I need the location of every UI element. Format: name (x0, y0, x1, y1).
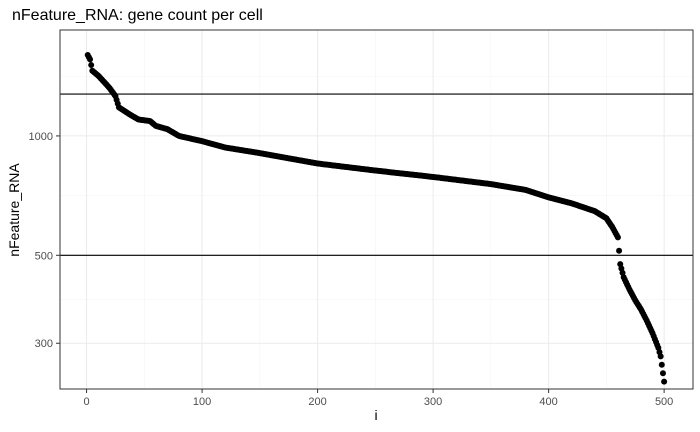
data-points (84, 52, 668, 385)
data-point (616, 247, 623, 254)
y-tick-label: 1000 (29, 131, 53, 143)
data-point (614, 234, 621, 241)
y-tick-label: 500 (35, 250, 53, 262)
x-tick-label: 100 (193, 396, 211, 408)
axis-ticks: 0 100 200 300 400 500 300 500 1000 (29, 131, 674, 408)
data-point (657, 353, 664, 360)
x-tick-label: 300 (424, 396, 442, 408)
data-point (658, 361, 665, 368)
x-tick-label: 500 (655, 396, 673, 408)
reference-lines (60, 93, 693, 256)
data-point (659, 370, 666, 377)
x-tick-label: 200 (308, 396, 326, 408)
grid-lines (60, 30, 693, 389)
y-axis-title: nFeature_RNA (6, 163, 22, 257)
chart-title: nFeature_RNA: gene count per cell (12, 7, 263, 24)
x-axis-title: i (374, 407, 377, 423)
x-tick-label: 0 (84, 396, 90, 408)
x-tick-label: 400 (539, 396, 557, 408)
data-point (661, 378, 668, 385)
data-point (87, 56, 94, 63)
data-point (88, 62, 95, 69)
y-tick-label: 300 (35, 338, 53, 350)
plot-panel-border (59, 29, 694, 390)
